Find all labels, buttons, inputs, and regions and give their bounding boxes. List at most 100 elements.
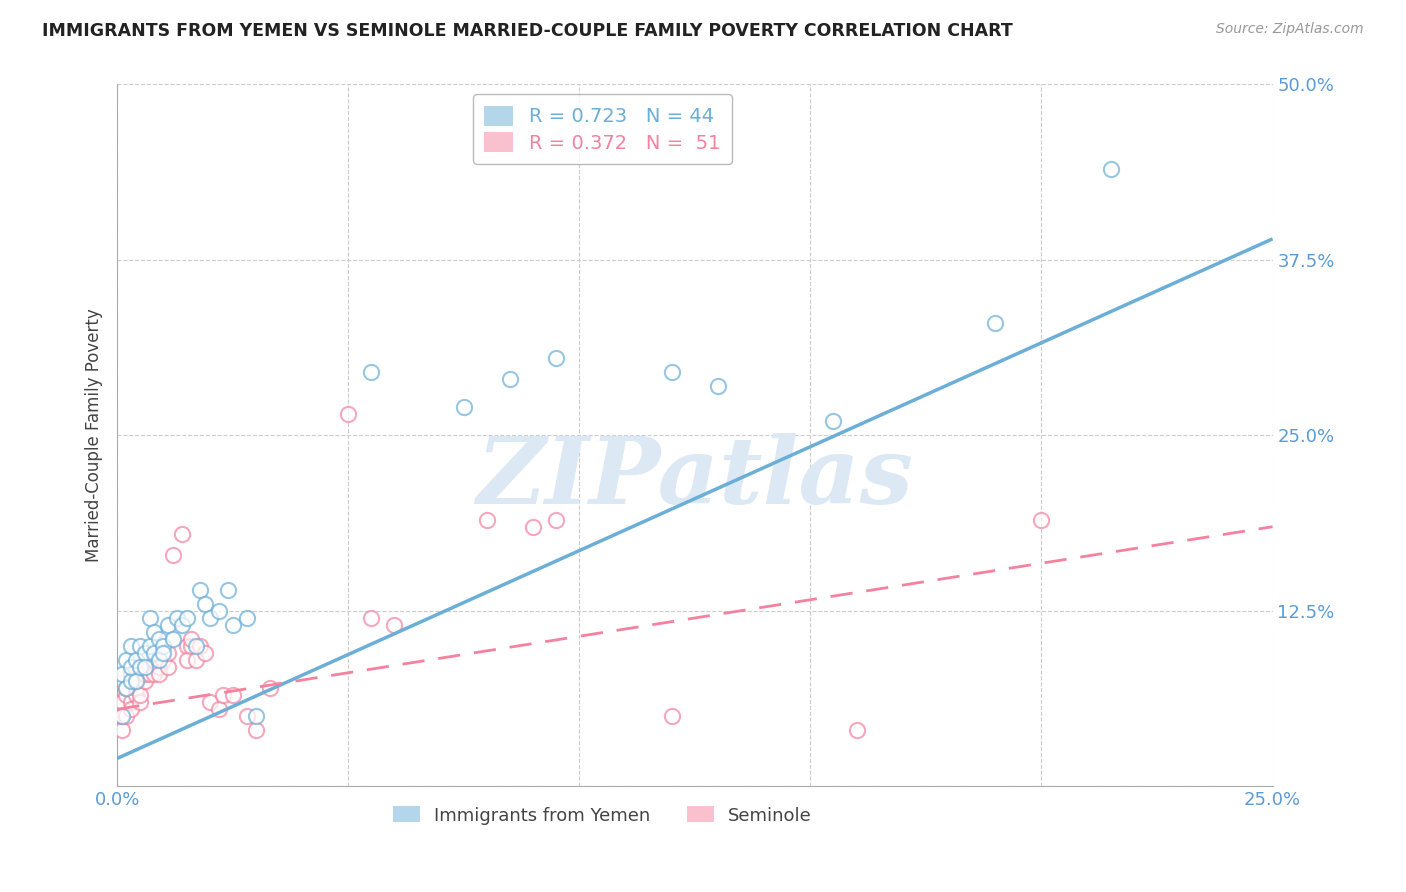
Point xyxy=(235,709,257,723)
Point xyxy=(176,611,198,625)
Point xyxy=(115,709,138,723)
Point xyxy=(162,548,184,562)
Point xyxy=(157,618,180,632)
Point xyxy=(522,519,544,533)
Point xyxy=(120,660,142,674)
Point xyxy=(152,646,174,660)
Point xyxy=(176,653,198,667)
Point xyxy=(111,709,134,723)
Point xyxy=(120,695,142,709)
Point xyxy=(1099,161,1122,176)
Point xyxy=(337,408,360,422)
Point xyxy=(198,611,221,625)
Point xyxy=(124,681,146,696)
Point xyxy=(115,688,138,702)
Point xyxy=(111,695,134,709)
Point xyxy=(124,674,146,689)
Point xyxy=(124,674,146,689)
Point xyxy=(208,702,231,716)
Point xyxy=(129,695,152,709)
Y-axis label: Married-Couple Family Poverty: Married-Couple Family Poverty xyxy=(86,309,103,562)
Point xyxy=(360,611,382,625)
Point xyxy=(661,365,683,379)
Point xyxy=(138,667,160,681)
Point xyxy=(152,639,174,653)
Point xyxy=(707,379,730,393)
Point xyxy=(217,582,239,597)
Point xyxy=(453,401,475,415)
Legend: Immigrants from Yemen, Seminole: Immigrants from Yemen, Seminole xyxy=(384,797,821,834)
Point xyxy=(184,653,207,667)
Point xyxy=(124,688,146,702)
Point xyxy=(157,646,180,660)
Point xyxy=(180,639,202,653)
Point xyxy=(138,611,160,625)
Point xyxy=(148,667,170,681)
Point xyxy=(138,660,160,674)
Point xyxy=(546,351,568,366)
Point xyxy=(129,660,152,674)
Point xyxy=(384,618,406,632)
Point xyxy=(157,660,180,674)
Point xyxy=(823,414,845,428)
Point xyxy=(661,709,683,723)
Point xyxy=(129,660,152,674)
Point xyxy=(984,316,1007,330)
Point xyxy=(148,660,170,674)
Point xyxy=(180,632,202,646)
Point xyxy=(245,723,267,738)
Text: Source: ZipAtlas.com: Source: ZipAtlas.com xyxy=(1216,22,1364,37)
Point xyxy=(162,632,184,646)
Point xyxy=(134,674,156,689)
Point xyxy=(120,667,142,681)
Point xyxy=(190,582,212,597)
Point xyxy=(124,653,146,667)
Point xyxy=(360,365,382,379)
Point xyxy=(184,639,207,653)
Point xyxy=(475,513,498,527)
Point xyxy=(170,618,193,632)
Point xyxy=(129,639,152,653)
Point xyxy=(170,526,193,541)
Point xyxy=(134,667,156,681)
Text: IMMIGRANTS FROM YEMEN VS SEMINOLE MARRIED-COUPLE FAMILY POVERTY CORRELATION CHAR: IMMIGRANTS FROM YEMEN VS SEMINOLE MARRIE… xyxy=(42,22,1012,40)
Point xyxy=(166,611,188,625)
Point xyxy=(120,674,142,689)
Point xyxy=(143,667,166,681)
Point xyxy=(115,681,138,696)
Text: ZIPatlas: ZIPatlas xyxy=(477,433,914,523)
Point xyxy=(194,646,217,660)
Point xyxy=(111,709,134,723)
Point xyxy=(212,688,235,702)
Point xyxy=(120,639,142,653)
Point xyxy=(245,709,267,723)
Point xyxy=(143,653,166,667)
Point xyxy=(134,646,156,660)
Point xyxy=(111,723,134,738)
Point xyxy=(129,688,152,702)
Point xyxy=(845,723,868,738)
Point xyxy=(198,695,221,709)
Point xyxy=(115,653,138,667)
Point xyxy=(499,372,522,386)
Point xyxy=(208,604,231,618)
Point xyxy=(235,611,257,625)
Point xyxy=(176,639,198,653)
Point xyxy=(115,681,138,696)
Point xyxy=(190,639,212,653)
Point xyxy=(222,688,245,702)
Point xyxy=(120,702,142,716)
Point xyxy=(143,646,166,660)
Point xyxy=(1031,513,1053,527)
Point xyxy=(222,618,245,632)
Point xyxy=(134,660,156,674)
Point xyxy=(259,681,281,696)
Point xyxy=(138,639,160,653)
Point xyxy=(143,625,166,640)
Point xyxy=(152,653,174,667)
Point xyxy=(148,632,170,646)
Point xyxy=(546,513,568,527)
Point xyxy=(148,653,170,667)
Point xyxy=(111,667,134,681)
Point xyxy=(194,597,217,611)
